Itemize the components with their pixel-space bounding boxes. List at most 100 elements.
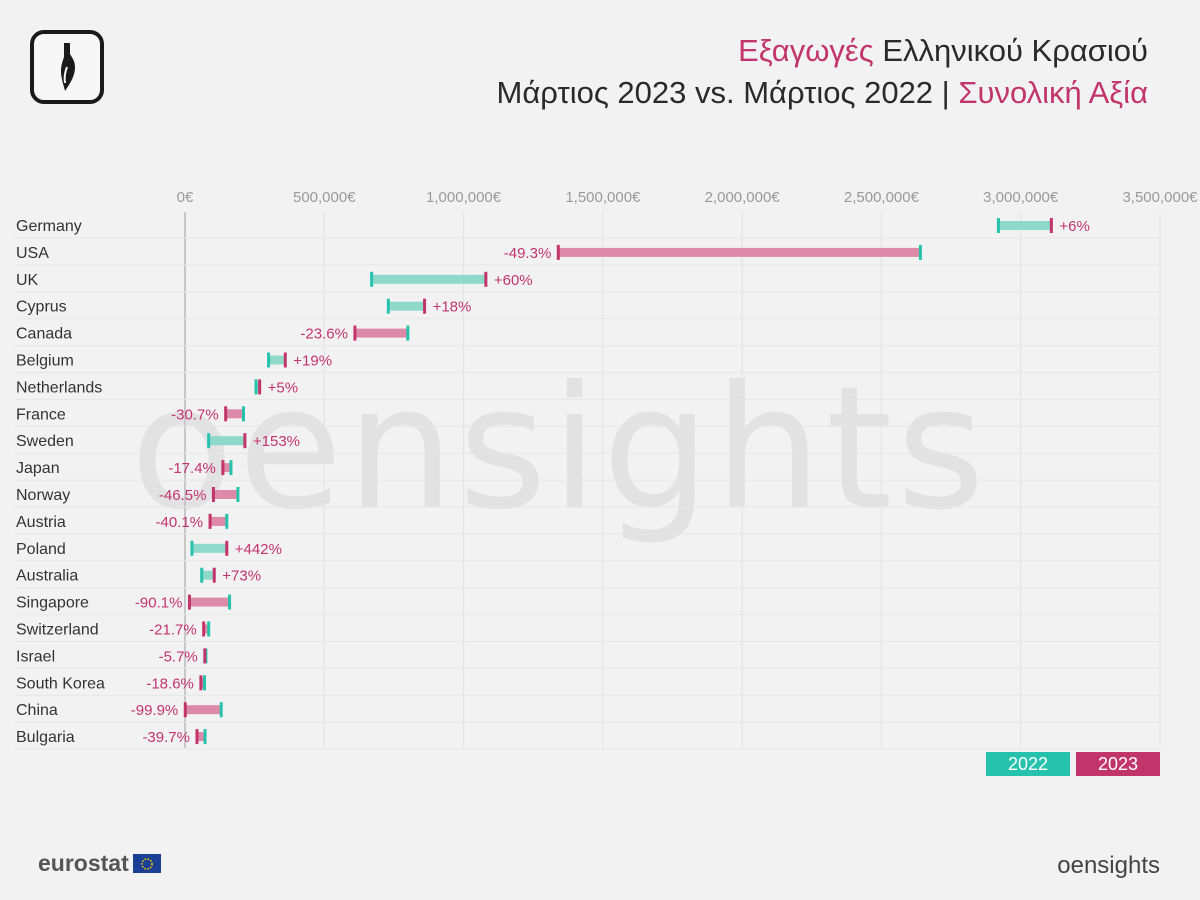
change-label: +153% (253, 433, 300, 450)
x-tick-label: 0€ (177, 189, 194, 206)
marker-2022 (242, 406, 245, 422)
marker-2022 (229, 460, 233, 476)
change-label: -5.7% (159, 648, 198, 665)
change-label: +442% (235, 541, 282, 558)
country-label: Switzerland (16, 622, 99, 639)
change-label: +60% (494, 272, 533, 289)
title-accent-1: Εξαγωγές (738, 33, 874, 68)
country-label: Belgium (16, 353, 74, 370)
country-label: China (16, 702, 58, 719)
country-label: Norway (16, 487, 70, 504)
marker-2022 (370, 271, 374, 287)
marker-2022 (996, 218, 1000, 233)
title-accent-2: Συνολική Αξία (958, 75, 1148, 110)
marker-2023 (202, 621, 206, 637)
marker-2022 (200, 567, 204, 583)
marker-2023 (203, 648, 207, 664)
marker-2023 (199, 675, 203, 691)
marker-2022 (207, 433, 211, 449)
marker-2022 (225, 513, 229, 529)
marker-2022 (918, 244, 922, 260)
range-bar (371, 274, 486, 284)
range-bar (210, 516, 227, 526)
country-label: Cyprus (16, 299, 67, 316)
range-bar (191, 543, 227, 553)
marker-2023 (258, 379, 262, 395)
country-label: Singapore (16, 595, 89, 612)
x-tick-label: 500,000€ (293, 189, 356, 206)
range-bar (256, 382, 260, 392)
brand-logo: oensights (1057, 852, 1160, 879)
change-label: -30.7% (171, 406, 219, 423)
change-label: -17.4% (168, 460, 216, 477)
title-line-2: Μάρτιος 2023 vs. Μάρτιος 2022 | Συνολική… (497, 72, 1148, 114)
marker-2023 (212, 567, 216, 583)
watermark: oensights (130, 350, 990, 548)
marker-2022 (219, 702, 223, 718)
change-label: -39.7% (142, 729, 190, 746)
eu-flag-icon (132, 854, 161, 873)
change-label: -90.1% (135, 595, 183, 612)
x-tick-label: 1,000,000€ (426, 189, 502, 206)
country-label: Canada (16, 326, 72, 343)
marker-2023 (211, 487, 215, 502)
change-label: -49.3% (504, 245, 552, 262)
x-tick-label: 1,500,000€ (565, 189, 641, 206)
country-label: USA (16, 245, 49, 262)
marker-2023 (187, 594, 191, 610)
source-label: eurostat (38, 850, 129, 876)
country-label: Bulgaria (16, 729, 75, 746)
range-bar (189, 597, 230, 607)
title-rest-1: Ελληνικού Κρασιού (873, 33, 1148, 68)
range-bar (268, 355, 286, 365)
country-label: France (16, 406, 66, 423)
country-label: Australia (16, 568, 78, 585)
title-line-1: Εξαγωγές Ελληνικού Κρασιού (497, 30, 1148, 72)
marker-2022 (207, 621, 211, 637)
marker-2023 (221, 460, 225, 476)
change-label: +73% (222, 568, 261, 585)
change-label: +5% (268, 379, 298, 396)
marker-2023 (1049, 218, 1053, 233)
marker-2022 (254, 379, 258, 395)
marker-2022 (236, 487, 240, 502)
marker-2023 (183, 702, 187, 718)
marker-2023 (283, 352, 287, 368)
country-label: Sweden (16, 433, 74, 450)
marker-2022 (203, 675, 206, 691)
range-bar (222, 463, 231, 473)
marker-2022 (406, 325, 410, 341)
range-bar (185, 705, 222, 715)
country-label: Austria (16, 514, 66, 531)
range-bar (213, 490, 238, 499)
x-tick-label: 3,500,000€ (1122, 189, 1198, 206)
marker-2022 (203, 729, 207, 745)
marker-2023 (208, 513, 212, 529)
range-bar (354, 328, 408, 338)
change-label: -40.1% (156, 514, 204, 531)
source-logo: eurostat (38, 850, 161, 877)
country-label: South Korea (16, 675, 105, 692)
country-label: Poland (16, 541, 66, 558)
marker-2023 (484, 271, 488, 287)
x-tick-label: 3,000,000€ (983, 189, 1059, 206)
change-label: -99.9% (131, 702, 179, 719)
change-label: -46.5% (159, 487, 207, 504)
range-bar (196, 732, 206, 742)
change-label: +18% (433, 299, 472, 316)
country-label: Japan (16, 460, 60, 477)
range-bar (225, 409, 244, 419)
x-tick-label: 2,500,000€ (844, 189, 920, 206)
country-label: Netherlands (16, 379, 102, 396)
marker-2023 (423, 298, 427, 314)
range-bar (200, 678, 205, 688)
range-bar (388, 301, 425, 311)
change-label: -23.6% (300, 326, 348, 343)
marker-2022 (190, 540, 194, 556)
marker-2023 (353, 325, 357, 341)
marker-2023 (243, 433, 247, 449)
change-label: +19% (293, 353, 332, 370)
change-label: +6% (1059, 218, 1089, 235)
x-tick-label: 2,000,000€ (705, 189, 781, 206)
